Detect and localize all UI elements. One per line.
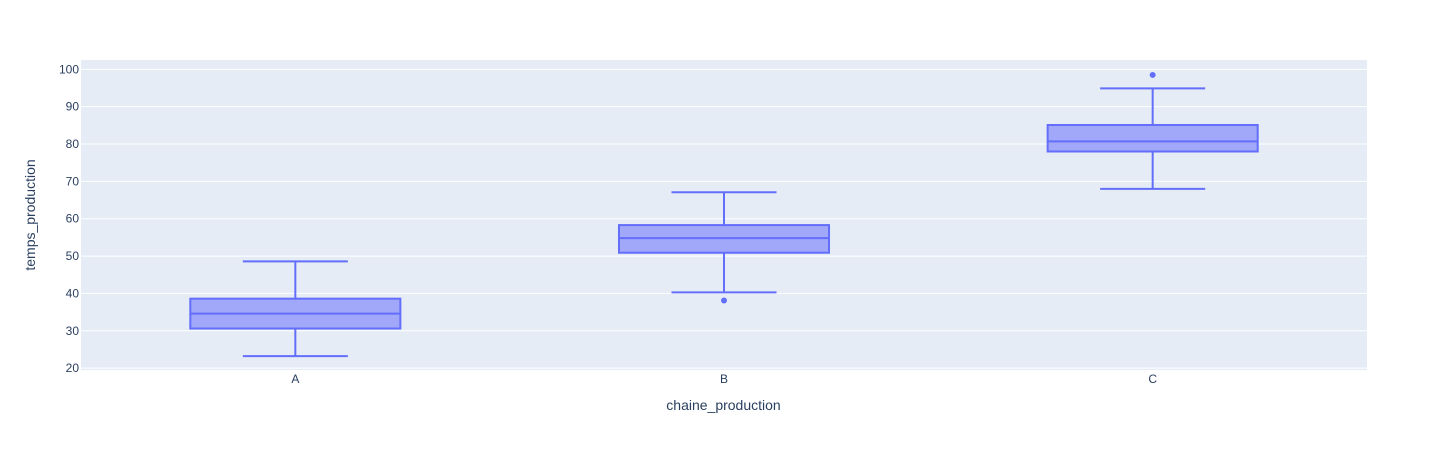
y-tick-label: 50 xyxy=(66,249,80,263)
x-tick-labels: A B C xyxy=(291,372,1157,386)
y-tick-labels: 20 30 40 50 60 70 80 90 100 xyxy=(59,62,79,375)
y-tick-label: 30 xyxy=(66,324,80,338)
box-B xyxy=(617,191,831,304)
box-C xyxy=(1046,71,1259,190)
y-tick-label: 40 xyxy=(66,286,80,300)
y-tick-label: 20 xyxy=(66,361,80,375)
x-tick-label: A xyxy=(291,372,299,386)
x-tick-label: C xyxy=(1148,372,1157,386)
y-axis-title: temps_production xyxy=(22,159,38,270)
y-tick-label: 80 xyxy=(66,137,80,151)
y-tick-label: 100 xyxy=(59,62,79,76)
x-tick-label: B xyxy=(720,372,728,386)
y-tick-label: 70 xyxy=(66,174,80,188)
box-iqr xyxy=(1046,123,1259,153)
outlier-point xyxy=(721,297,727,304)
box-A xyxy=(189,260,402,358)
x-axis-title: chaine_production xyxy=(666,397,780,413)
y-tick-label: 60 xyxy=(66,212,80,226)
outlier-point xyxy=(1149,71,1156,78)
boxes xyxy=(189,71,1259,358)
y-tick-label: 90 xyxy=(66,100,80,114)
